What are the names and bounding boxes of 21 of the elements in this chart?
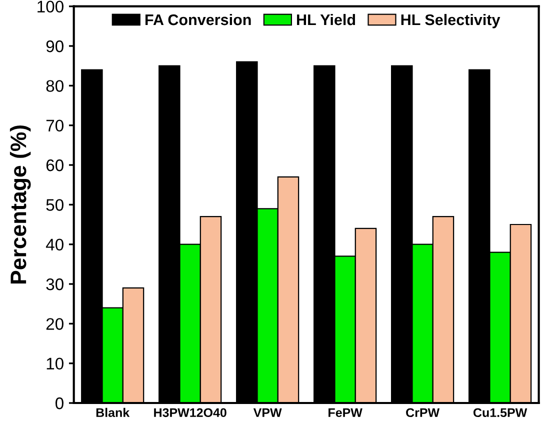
- legend-label: HL Selectivity: [401, 14, 500, 28]
- y-tick-label: 20: [46, 318, 64, 330]
- y-axis-title: Percentage (%): [10, 125, 31, 284]
- x-tick-label: Blank: [96, 408, 130, 418]
- x-tick-label: FePW: [328, 408, 362, 418]
- x-tick-label: H3PW12O40: [154, 408, 226, 418]
- x-tick-label: Cu1.5PW: [473, 408, 528, 418]
- y-tick-label: 60: [46, 159, 64, 172]
- x-tick-label: VPW: [253, 408, 282, 417]
- x-tick-label: CrPW: [406, 408, 440, 418]
- legend-label: HL Yield: [297, 14, 356, 26]
- y-tick-label: 0: [56, 397, 64, 410]
- y-tick-label: 30: [46, 278, 64, 290]
- y-tick-label: 80: [46, 80, 64, 92]
- y-tick-label: 100: [38, 0, 64, 13]
- y-tick-label: 70: [46, 120, 64, 132]
- legend-label: FA Conversion: [146, 14, 251, 26]
- y-tick-label: 50: [46, 199, 64, 211]
- y-tick-label: 90: [46, 40, 64, 52]
- y-tick-label: 10: [46, 358, 64, 370]
- y-tick-label: 40: [46, 238, 64, 251]
